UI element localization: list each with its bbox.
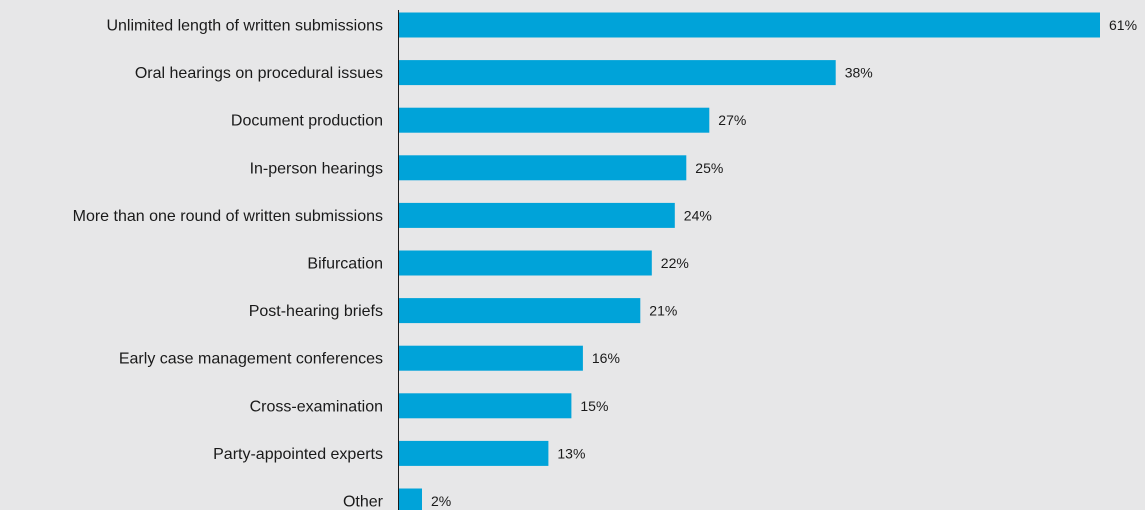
- bar-party-appointed-experts: [399, 440, 549, 466]
- category-label-other: Other: [343, 494, 384, 510]
- category-label-post-hearing-briefs: Post-hearing briefs: [249, 303, 383, 320]
- category-label-unlimited-length-of-written-submissions: Unlimited length of written submissions: [106, 18, 383, 35]
- category-label-in-person-hearings: In-person hearings: [250, 160, 383, 177]
- value-labels-group: 61% 38% 27% 25% 24% 22% 21% 16% 15% 13% 2%: [431, 17, 1137, 509]
- value-label-bifurcation: 22%: [661, 255, 689, 271]
- value-label-party-appointed-experts: 13%: [557, 445, 585, 461]
- category-label-oral-hearings-on-procedural-issues: Oral hearings on procedural issues: [135, 65, 383, 82]
- category-label-more-than-one-round-of-written-submissions: More than one round of written submissio…: [73, 208, 383, 225]
- value-label-post-hearing-briefs: 21%: [649, 303, 677, 319]
- value-label-cross-examination: 15%: [580, 398, 608, 414]
- bars-group: [399, 12, 1100, 510]
- bar-early-case-management-conferences: [399, 345, 583, 371]
- bar-oral-hearings-on-procedural-issues: [399, 60, 836, 86]
- category-label-party-appointed-experts: Party-appointed experts: [213, 446, 383, 463]
- category-label-document-production: Document production: [231, 113, 383, 130]
- value-label-more-than-one-round-of-written-submissions: 24%: [684, 207, 712, 223]
- bar-in-person-hearings: [399, 155, 687, 181]
- bar-more-than-one-round-of-written-submissions: [399, 202, 675, 228]
- category-label-bifurcation: Bifurcation: [307, 256, 383, 273]
- value-label-unlimited-length-of-written-submissions: 61%: [1109, 17, 1137, 33]
- value-label-early-case-management-conferences: 16%: [592, 350, 620, 366]
- category-label-cross-examination: Cross-examination: [250, 398, 383, 415]
- value-label-other: 2%: [431, 493, 451, 509]
- bar-bifurcation: [399, 250, 652, 276]
- bar-post-hearing-briefs: [399, 298, 641, 324]
- value-label-in-person-hearings: 25%: [695, 160, 723, 176]
- category-label-early-case-management-conferences: Early case management conferences: [119, 351, 383, 368]
- bar-unlimited-length-of-written-submissions: [399, 12, 1100, 38]
- value-label-document-production: 27%: [718, 112, 746, 128]
- category-labels-group: Unlimited length of written submissions O…: [73, 18, 384, 510]
- bar-cross-examination: [399, 393, 572, 419]
- bar-document-production: [399, 107, 710, 133]
- value-label-oral-hearings-on-procedural-issues: 38%: [845, 65, 873, 81]
- bar-other: [399, 488, 422, 510]
